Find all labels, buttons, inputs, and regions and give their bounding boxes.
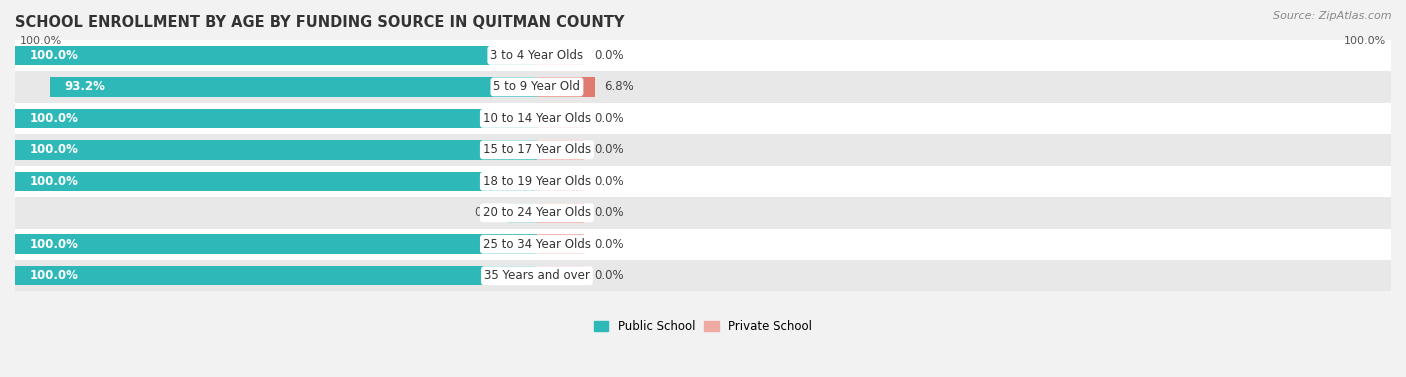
- Bar: [15, 172, 537, 191]
- Text: 0.0%: 0.0%: [593, 206, 623, 219]
- Text: 0.0%: 0.0%: [593, 175, 623, 188]
- Bar: [15, 228, 1391, 260]
- Text: Source: ZipAtlas.com: Source: ZipAtlas.com: [1274, 11, 1392, 21]
- Bar: [15, 134, 1391, 166]
- Text: 0.0%: 0.0%: [593, 269, 623, 282]
- Text: 100.0%: 100.0%: [30, 175, 79, 188]
- Text: 3 to 4 Year Olds: 3 to 4 Year Olds: [491, 49, 583, 62]
- Text: 0.0%: 0.0%: [593, 112, 623, 125]
- Text: 0.0%: 0.0%: [593, 238, 623, 251]
- Bar: [15, 40, 1391, 71]
- Bar: [537, 266, 585, 285]
- Bar: [15, 109, 537, 128]
- Text: SCHOOL ENROLLMENT BY AGE BY FUNDING SOURCE IN QUITMAN COUNTY: SCHOOL ENROLLMENT BY AGE BY FUNDING SOUR…: [15, 15, 624, 30]
- Bar: [15, 103, 1391, 134]
- Bar: [509, 203, 537, 222]
- Text: 93.2%: 93.2%: [65, 80, 105, 93]
- Bar: [15, 46, 537, 65]
- Bar: [51, 77, 537, 97]
- Bar: [537, 77, 595, 97]
- Bar: [15, 197, 1391, 228]
- Text: 100.0%: 100.0%: [1344, 36, 1386, 46]
- Bar: [15, 140, 537, 159]
- Text: 20 to 24 Year Olds: 20 to 24 Year Olds: [482, 206, 591, 219]
- Text: 0.0%: 0.0%: [593, 143, 623, 156]
- Text: 6.8%: 6.8%: [605, 80, 634, 93]
- Text: 100.0%: 100.0%: [20, 36, 62, 46]
- Bar: [537, 234, 585, 254]
- Text: 15 to 17 Year Olds: 15 to 17 Year Olds: [482, 143, 591, 156]
- Bar: [537, 109, 585, 128]
- Bar: [15, 166, 1391, 197]
- Bar: [537, 203, 585, 222]
- Bar: [537, 140, 585, 159]
- Text: 0.0%: 0.0%: [474, 206, 503, 219]
- Text: 35 Years and over: 35 Years and over: [484, 269, 591, 282]
- Bar: [15, 266, 537, 285]
- Bar: [15, 234, 537, 254]
- Text: 100.0%: 100.0%: [30, 143, 79, 156]
- Legend: Public School, Private School: Public School, Private School: [593, 320, 813, 333]
- Bar: [15, 260, 1391, 291]
- Text: 100.0%: 100.0%: [30, 49, 79, 62]
- Bar: [15, 71, 1391, 103]
- Text: 18 to 19 Year Olds: 18 to 19 Year Olds: [482, 175, 591, 188]
- Bar: [537, 172, 585, 191]
- Text: 100.0%: 100.0%: [30, 112, 79, 125]
- Text: 100.0%: 100.0%: [30, 269, 79, 282]
- Bar: [537, 46, 585, 65]
- Text: 100.0%: 100.0%: [30, 238, 79, 251]
- Text: 5 to 9 Year Old: 5 to 9 Year Old: [494, 80, 581, 93]
- Text: 10 to 14 Year Olds: 10 to 14 Year Olds: [482, 112, 591, 125]
- Text: 25 to 34 Year Olds: 25 to 34 Year Olds: [482, 238, 591, 251]
- Text: 0.0%: 0.0%: [593, 49, 623, 62]
